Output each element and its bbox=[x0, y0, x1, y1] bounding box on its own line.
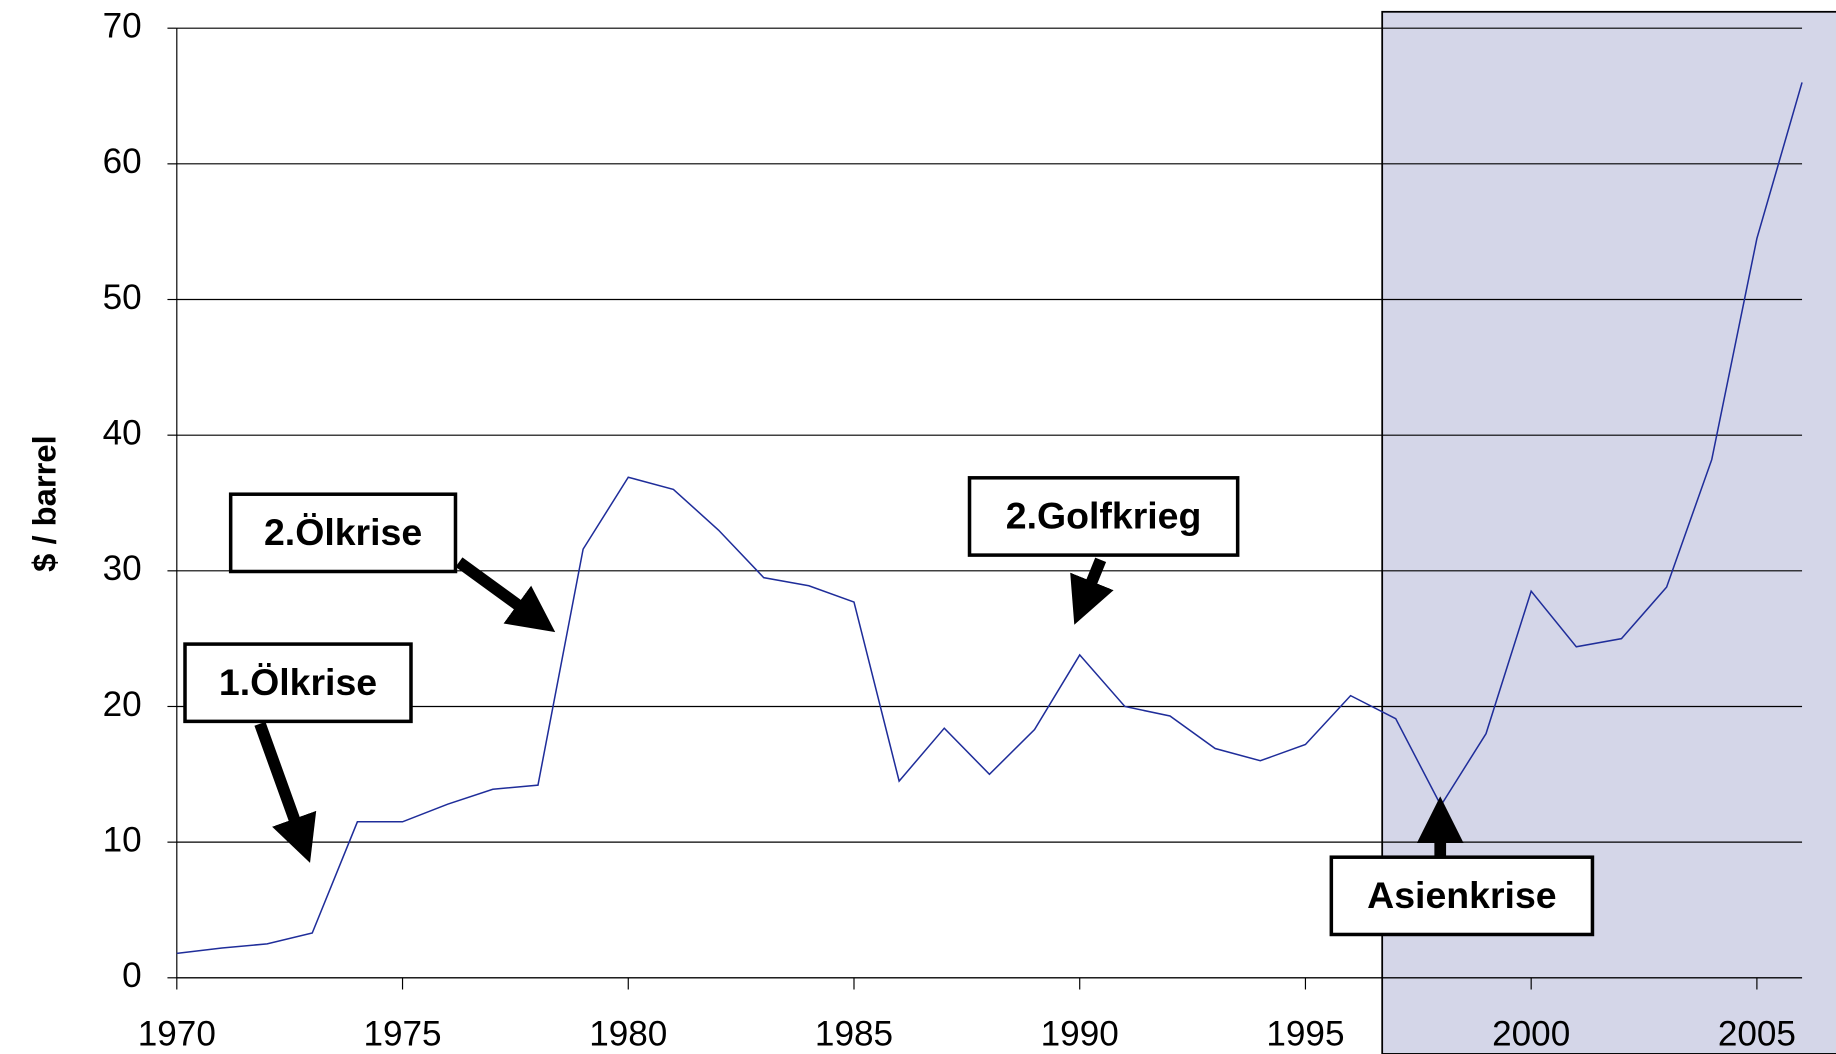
annotation-text: Asienkrise bbox=[1367, 874, 1556, 916]
annotation-box bbox=[228, 492, 458, 574]
y-tick-label: 50 bbox=[103, 278, 142, 317]
annotation-box bbox=[183, 642, 413, 724]
x-tick-label: 2005 bbox=[1718, 1015, 1796, 1054]
y-tick-label: 40 bbox=[103, 413, 142, 452]
x-tick-label: 2000 bbox=[1492, 1015, 1570, 1054]
data-line bbox=[176, 82, 1803, 955]
y-axis-label: $ / barrel bbox=[25, 435, 62, 572]
x-tick-label: 1990 bbox=[1041, 1015, 1119, 1054]
x-tick-label: 1985 bbox=[815, 1015, 893, 1054]
x-tick-label: 1995 bbox=[1266, 1015, 1344, 1054]
x-tick-label: 1970 bbox=[138, 1015, 216, 1054]
y-tick-label: 70 bbox=[103, 6, 142, 45]
annotation-text: 2.Ölkrise bbox=[264, 511, 422, 553]
annotation-box bbox=[967, 476, 1240, 557]
annotation-arrow bbox=[254, 721, 317, 863]
y-tick-label: 30 bbox=[103, 549, 142, 588]
x-tick-label: 1975 bbox=[363, 1015, 441, 1054]
y-tick-label: 0 bbox=[122, 956, 142, 995]
annotation-arrow bbox=[1070, 557, 1114, 625]
annotation-arrow bbox=[455, 557, 556, 633]
x-tick-label: 1980 bbox=[589, 1015, 667, 1054]
annotation-text: 1.Ölkrise bbox=[219, 661, 377, 703]
y-tick-label: 10 bbox=[103, 820, 142, 859]
annotation-box bbox=[1329, 855, 1595, 937]
y-tick-label: 60 bbox=[103, 142, 142, 181]
y-tick-label: 20 bbox=[103, 685, 142, 724]
annotation-text: 2.Golfkrieg bbox=[1006, 495, 1202, 537]
